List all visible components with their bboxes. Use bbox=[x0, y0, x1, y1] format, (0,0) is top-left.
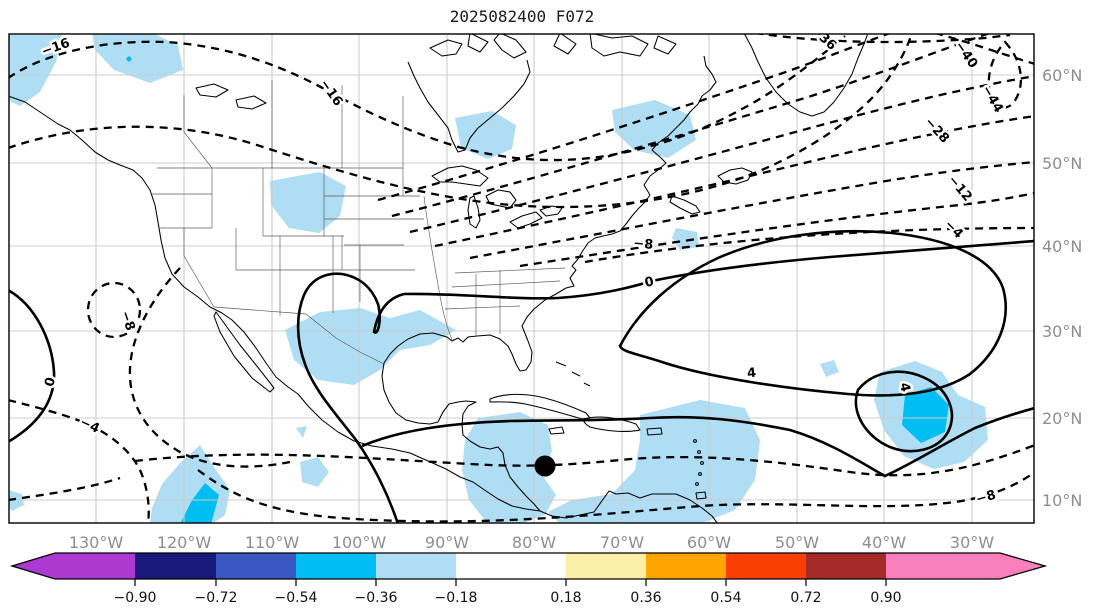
x-tick-label: 30°W bbox=[950, 533, 994, 552]
colorbar-segment bbox=[216, 553, 296, 579]
storm-location-dot bbox=[534, 455, 556, 477]
colorbar-tick-label: −0.54 bbox=[275, 590, 318, 606]
colorbar-outline bbox=[9, 552, 1048, 580]
x-tick-label: 110°W bbox=[245, 533, 300, 552]
contour-label: 4 bbox=[746, 366, 757, 382]
colorbar-segment bbox=[566, 553, 646, 579]
colorbar: −0.90 −0.72 −0.54 −0.36 −0.18 0.18 0.36 … bbox=[9, 552, 1048, 606]
colorbar-tick-label: 0.36 bbox=[630, 590, 661, 606]
x-tick-label: 70°W bbox=[600, 533, 644, 552]
contour-label: −4 bbox=[941, 217, 966, 242]
y-tick-label: 40°N bbox=[1042, 237, 1082, 256]
colorbar-tick-label: −0.36 bbox=[355, 590, 398, 606]
colorbar-segment bbox=[376, 553, 456, 579]
colorbar-segment bbox=[55, 553, 135, 579]
shading-light-blue bbox=[9, 34, 988, 523]
contour-label: −8 bbox=[974, 488, 997, 508]
colorbar-right-arrow bbox=[1000, 553, 1045, 579]
contour-label: −8 bbox=[633, 236, 654, 253]
colorbar-tick-labels: −0.90 −0.72 −0.54 −0.36 −0.18 0.18 0.36 … bbox=[114, 590, 902, 606]
contour-label: −40 bbox=[951, 39, 980, 71]
contour-label: −12 bbox=[945, 173, 975, 205]
x-tick-label: 40°W bbox=[862, 533, 906, 552]
x-tick-label: 60°W bbox=[687, 533, 731, 552]
colorbar-tick-label: −0.90 bbox=[114, 590, 157, 606]
contour-label: −36 bbox=[808, 23, 840, 54]
x-tick-label: 120°W bbox=[157, 533, 212, 552]
colorbar-tick-label: 0.90 bbox=[870, 590, 901, 606]
x-tick-label: 130°W bbox=[69, 533, 124, 552]
contour-label: −16 bbox=[316, 77, 345, 109]
y-tick-label: 30°N bbox=[1042, 322, 1082, 341]
colorbar-tick-label: −0.72 bbox=[195, 590, 238, 606]
colorbar-segment bbox=[135, 553, 216, 579]
y-tick-label: 10°N bbox=[1042, 491, 1082, 510]
contour-label: −28 bbox=[921, 115, 952, 147]
colorbar-tick-label: 0.54 bbox=[710, 590, 741, 606]
colorbar-segment bbox=[806, 553, 886, 579]
colorbar-segment bbox=[886, 553, 1000, 579]
contours-positive bbox=[9, 229, 1034, 523]
colorbar-tick-label: 0.72 bbox=[790, 590, 821, 606]
x-tick-label: 90°W bbox=[425, 533, 469, 552]
contour-label: 0 bbox=[643, 274, 655, 291]
x-tick-label: 50°W bbox=[775, 533, 819, 552]
chart-title: 2025082400 F072 bbox=[450, 7, 595, 26]
x-axis-labels: 130°W 120°W 110°W 100°W 90°W 80°W 70°W 6… bbox=[69, 533, 994, 552]
colorbar-left-arrow bbox=[12, 553, 55, 579]
y-tick-label: 20°N bbox=[1042, 409, 1082, 428]
x-tick-label: 100°W bbox=[332, 533, 387, 552]
contour-label: 0 bbox=[42, 376, 59, 389]
y-axis-labels: 60°N 50°N 40°N 30°N 20°N 10°N bbox=[1042, 66, 1082, 510]
map-plot-area: −16 −16 −36 −40 −44 −28 −12 −4 −8 0 4 4 … bbox=[9, 23, 1034, 523]
shading-cyan bbox=[126, 56, 949, 523]
x-tick-label: 80°W bbox=[512, 533, 556, 552]
map-frame bbox=[8, 33, 1035, 524]
y-tick-label: 60°N bbox=[1042, 66, 1082, 85]
colorbar-tick-label: −0.18 bbox=[435, 590, 478, 606]
colorbar-tick-label: 0.18 bbox=[550, 590, 581, 606]
contour-label: −8 bbox=[117, 309, 137, 333]
colorbar-ticks bbox=[134, 579, 887, 586]
colorbar-segment bbox=[726, 553, 806, 579]
contours-negative bbox=[9, 34, 1034, 523]
colorbar-segment bbox=[296, 553, 376, 579]
colorbar-segment bbox=[646, 553, 726, 579]
y-tick-label: 50°N bbox=[1042, 154, 1082, 173]
contour-label: −44 bbox=[978, 83, 1005, 116]
colorbar-segment bbox=[456, 553, 566, 579]
